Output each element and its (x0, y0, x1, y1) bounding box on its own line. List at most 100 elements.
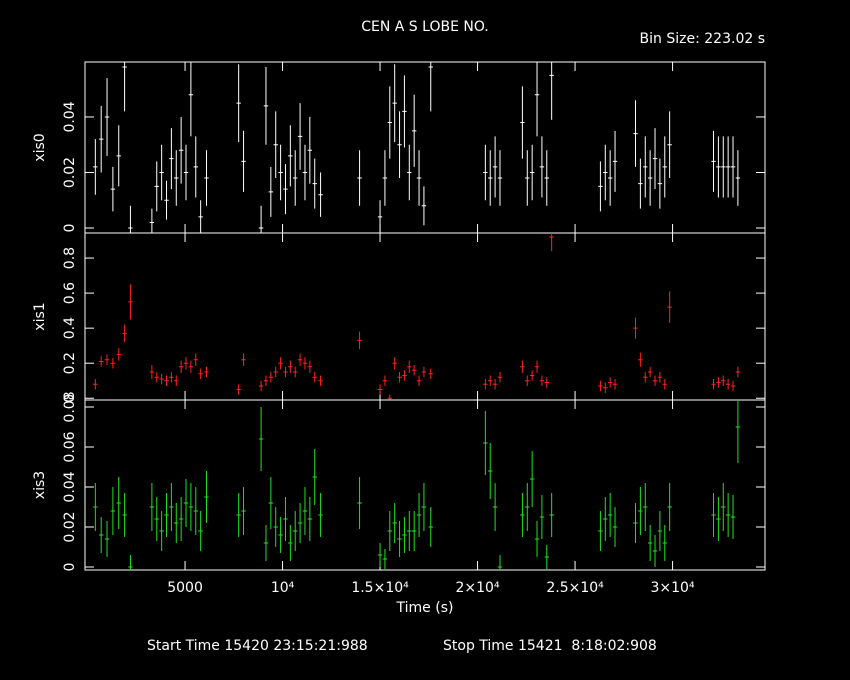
error-bar (258, 380, 264, 392)
error-bar (488, 375, 493, 386)
error-bar (492, 136, 498, 198)
error-bar (357, 477, 362, 529)
error-bar (392, 64, 397, 142)
error-bar (241, 487, 246, 535)
error-bar (241, 353, 246, 366)
error-bar (149, 364, 155, 379)
error-bar (128, 555, 133, 570)
y-tick-label: 0.4 (62, 317, 78, 339)
error-bar (169, 128, 174, 190)
error-bar (382, 375, 388, 386)
error-bar (735, 400, 741, 463)
error-bar (178, 116, 184, 184)
error-bar (397, 371, 402, 383)
error-bar (318, 493, 323, 537)
error-bar (607, 493, 613, 537)
error-bar (643, 483, 648, 531)
error-bar (312, 371, 317, 383)
error-bar (428, 62, 433, 112)
error-bar (278, 357, 283, 370)
error-bar (268, 477, 274, 529)
error-bar (193, 353, 198, 366)
error-bar (612, 130, 618, 192)
error-bar (667, 291, 672, 323)
panel-frame (84, 61, 766, 234)
error-bar (721, 136, 726, 198)
error-bar (633, 100, 638, 167)
error-bar (387, 394, 393, 400)
error-bar (716, 497, 721, 541)
error-bar (159, 144, 164, 201)
error-bar (128, 205, 133, 233)
error-bar (154, 371, 159, 383)
error-bar (193, 136, 198, 198)
error-bar (149, 208, 155, 233)
error-bar (402, 517, 407, 553)
error-bar (241, 130, 246, 192)
error-bar (283, 497, 288, 541)
error-bar (711, 493, 716, 537)
error-bar (492, 378, 498, 390)
error-bar (236, 64, 241, 142)
error-bar (652, 375, 658, 386)
error-bar (638, 487, 643, 535)
error-bar (529, 144, 535, 201)
error-bar (174, 150, 179, 206)
error-bar (293, 150, 298, 206)
error-bar (643, 136, 648, 198)
error-bar (268, 166, 274, 217)
error-bar (488, 150, 493, 206)
error-bar (411, 364, 417, 376)
error-bar (122, 493, 127, 537)
error-bar (283, 366, 288, 378)
error-bar (497, 371, 503, 383)
start-time: Start Time 15420 23:15:21:988 (147, 638, 368, 654)
error-bar (236, 384, 241, 395)
panel-frame (84, 232, 766, 401)
error-bar (534, 521, 540, 557)
error-bar (652, 128, 658, 190)
error-bar (178, 360, 184, 373)
error-bar (164, 375, 169, 386)
error-bar (154, 497, 159, 541)
error-bar (93, 483, 98, 531)
error-bar (483, 411, 488, 475)
error-bar (116, 348, 121, 361)
error-bar (525, 150, 530, 206)
error-bar (633, 503, 638, 543)
error-bar (159, 373, 164, 385)
error-bar (647, 366, 653, 378)
error-bar (421, 186, 427, 226)
error-bar (188, 62, 194, 137)
x-tick-label: 5000 (167, 580, 203, 596)
error-bar (529, 451, 535, 507)
error-bar (534, 360, 540, 373)
error-bar (110, 487, 116, 535)
y-tick-label: 0 (62, 224, 78, 233)
y-axis-label: xis3 (32, 471, 48, 499)
y-tick-label: 0.6 (62, 282, 78, 304)
error-bar (612, 378, 618, 390)
error-bar (638, 352, 643, 367)
error-bar (204, 471, 209, 523)
error-bar (104, 521, 110, 557)
error-bar (198, 511, 203, 551)
error-bar (174, 375, 179, 386)
error-bar (643, 371, 648, 383)
y-tick-label: 0.02 (62, 511, 78, 542)
error-bar (387, 86, 393, 159)
error-bar (411, 511, 417, 551)
error-bar (93, 378, 98, 390)
y-tick-label: 0.2 (62, 352, 78, 374)
error-bar (539, 136, 545, 198)
error-bar (539, 375, 545, 386)
error-bar (312, 158, 317, 209)
error-bar (730, 136, 736, 198)
error-bar (662, 378, 667, 390)
error-bar (122, 324, 127, 343)
error-bar (288, 525, 293, 561)
y-axis-label: xis0 (32, 133, 48, 161)
error-bar (716, 377, 721, 388)
error-bar (302, 357, 308, 370)
y-tick-label: 0.8 (62, 247, 78, 269)
